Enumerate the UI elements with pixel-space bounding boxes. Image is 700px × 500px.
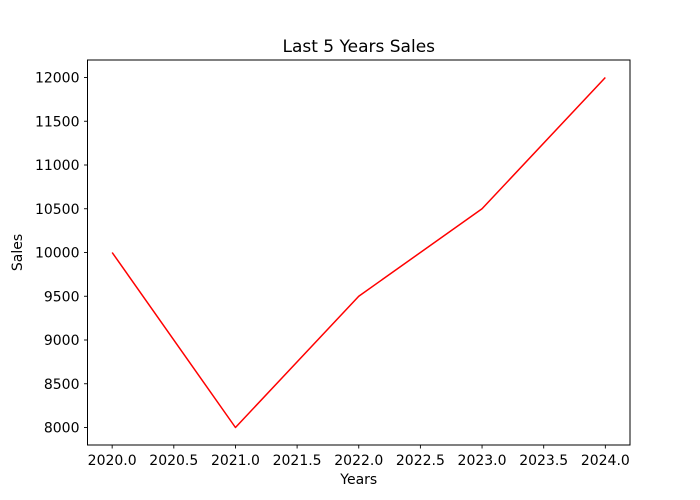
- x-axis-label: Years: [339, 472, 377, 488]
- y-tick-label: 9500: [44, 289, 80, 305]
- y-axis-label: Sales: [10, 234, 26, 271]
- x-tick-label: 2021.0: [211, 453, 260, 469]
- axis-ticks-layer: 2020.0 2020.5 2021.0 2021.5 2022.0 2022.5 2023…: [35, 71, 630, 470]
- x-tick-label: 2024.0: [581, 453, 630, 469]
- x-tick-label: 2020.5: [149, 453, 198, 469]
- plot-spines: [87, 59, 631, 446]
- y-tick-label: 8000: [44, 421, 80, 437]
- y-tick-label: 9000: [44, 333, 80, 349]
- y-tick-label: 10500: [35, 202, 80, 218]
- y-tick-label: 11000: [35, 158, 80, 174]
- x-tick-label: 2022.5: [396, 453, 445, 469]
- sales-series-line: [111, 76, 606, 429]
- plot-area: [87, 60, 630, 445]
- x-tick-label: 2020.0: [88, 453, 137, 469]
- x-tick-label: 2023.0: [458, 453, 507, 469]
- y-tick-label: 8500: [44, 377, 80, 393]
- x-tick-label: 2021.5: [273, 453, 322, 469]
- y-tick-label: 12000: [35, 71, 80, 87]
- y-tick-label: 10000: [35, 246, 80, 262]
- x-tick-label: 2022.0: [334, 453, 383, 469]
- chart-title: Last 5 Years Sales: [282, 37, 435, 57]
- y-tick-label: 11500: [35, 114, 80, 130]
- x-tick-label: 2023.5: [519, 453, 568, 469]
